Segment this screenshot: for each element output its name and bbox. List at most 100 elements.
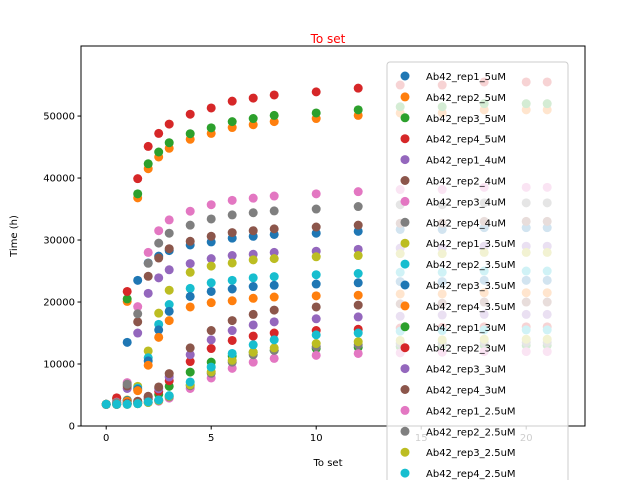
data-point: [164, 119, 174, 129]
data-point: [206, 254, 216, 264]
y-tick-label: 20000: [43, 298, 75, 309]
plot-frame: [80, 45, 586, 427]
data-point: [154, 253, 164, 263]
data-point: [353, 269, 363, 279]
legend-label: Ab42_rep3_3.5uM: [426, 281, 516, 292]
data-point: [164, 138, 174, 148]
data-point: [206, 200, 216, 210]
data-point: [133, 317, 143, 327]
data-point: [185, 220, 195, 230]
data-point: [269, 117, 279, 127]
data-point: [122, 399, 132, 409]
data-point: [248, 255, 258, 265]
legend-marker: [400, 176, 410, 185]
data-point: [185, 291, 195, 301]
data-point: [269, 247, 279, 257]
data-point: [122, 337, 132, 347]
data-point: [143, 271, 153, 281]
data-point: [164, 215, 174, 225]
data-point: [353, 251, 363, 261]
legend: Ab42_rep1_5uM Ab42_rep2_5uM Ab42_rep3_5uM A…: [386, 61, 569, 480]
x-tick-label: 5: [208, 433, 214, 444]
legend-label: Ab42_rep4_4uM: [426, 218, 506, 229]
data-point: [269, 317, 279, 327]
data-point: [248, 208, 258, 218]
x-tick-label: 0: [103, 433, 109, 444]
data-point: [248, 282, 258, 292]
data-point: [227, 228, 237, 238]
legend-label: Ab42_rep4_3uM: [426, 386, 506, 397]
data-point: [133, 275, 143, 285]
data-point: [353, 312, 363, 322]
legend-label: Ab42_rep2_2.5uM: [426, 427, 516, 438]
data-point: [206, 214, 216, 224]
legend-label: Ab42_rep4_2.5uM: [426, 469, 516, 480]
data-point: [206, 344, 216, 354]
legend-marker: [400, 238, 410, 248]
legend-marker: [400, 134, 410, 144]
data-point: [154, 395, 164, 405]
legend-marker: [400, 468, 410, 478]
data-point: [227, 251, 237, 261]
data-point: [206, 231, 216, 241]
legend-label: Ab42_rep1_5uM: [426, 72, 506, 83]
data-point: [206, 326, 216, 336]
data-point: [185, 350, 195, 360]
data-point: [185, 109, 195, 119]
data-point: [206, 261, 216, 271]
legend-label: Ab42_rep1_3uM: [426, 323, 506, 334]
data-point: [185, 302, 195, 312]
data-point: [353, 328, 363, 338]
data-point: [133, 302, 143, 312]
data-point: [143, 288, 153, 298]
legend-label: Ab42_rep2_4uM: [426, 177, 506, 188]
data-point: [227, 195, 237, 205]
data-point: [227, 284, 237, 294]
data-point: [185, 343, 195, 353]
data-point: [112, 399, 122, 409]
legend-marker: [400, 364, 410, 374]
data-point: [143, 247, 153, 257]
data-point: [154, 308, 164, 318]
data-point: [353, 278, 363, 288]
data-point: [353, 290, 363, 300]
legend-marker: [400, 447, 410, 457]
legend-label: Ab42_rep4_5uM: [426, 135, 506, 146]
data-point: [143, 346, 153, 356]
legend-marker: [400, 259, 410, 269]
data-point: [353, 83, 363, 93]
data-point: [311, 87, 321, 97]
data-point: [185, 283, 195, 293]
legend-marker: [400, 113, 410, 123]
legend-marker: [400, 385, 410, 394]
data-point: [164, 285, 174, 295]
data-point: [185, 236, 195, 246]
data-point: [164, 369, 174, 379]
legend-label: Ab42_rep3_4uM: [426, 197, 506, 208]
data-point: [227, 348, 237, 358]
data-point: [133, 189, 143, 199]
data-point: [269, 328, 279, 338]
data-point: [206, 362, 216, 372]
data-point: [311, 204, 321, 214]
legend-marker: [400, 92, 410, 102]
legend-label: Ab42_rep2_3uM: [426, 344, 506, 355]
data-point: [311, 314, 321, 324]
data-point: [269, 272, 279, 282]
data-point: [154, 238, 164, 248]
data-point: [248, 93, 258, 103]
y-tick-label: 40000: [43, 174, 75, 185]
legend-label: Ab42_rep4_3.5uM: [426, 302, 516, 313]
legend-label: Ab42_rep3_5uM: [426, 114, 506, 125]
data-point: [269, 335, 279, 345]
legend-label: Ab42_rep3_3uM: [426, 365, 506, 376]
data-point: [206, 286, 216, 296]
legend-marker: [400, 196, 410, 206]
data-point: [206, 335, 216, 345]
data-point: [248, 120, 258, 130]
data-point: [353, 348, 363, 358]
data-point: [248, 309, 258, 319]
legend-marker: [400, 405, 410, 415]
data-point: [206, 123, 216, 133]
